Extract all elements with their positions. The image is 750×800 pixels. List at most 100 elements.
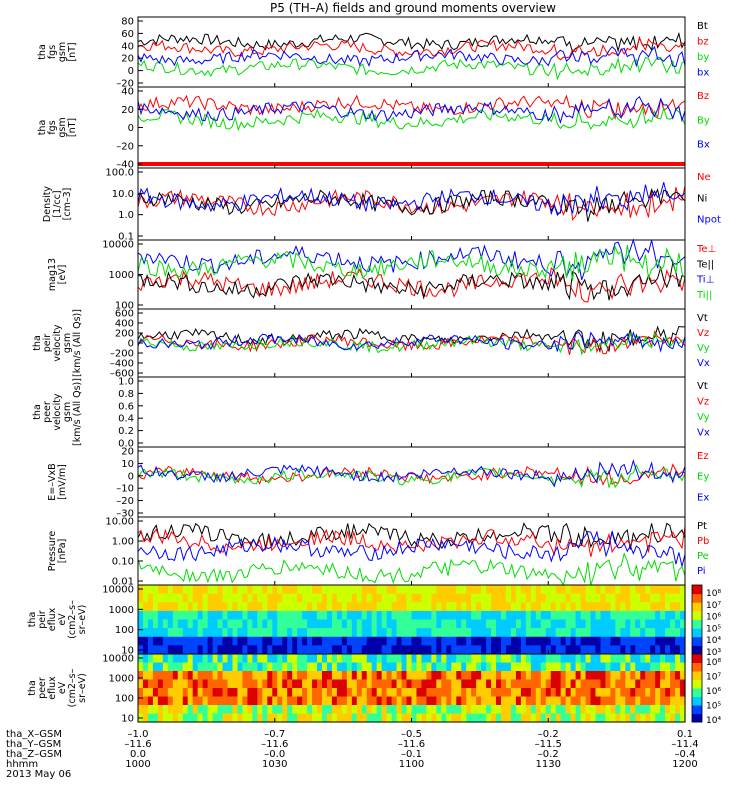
heatmap-cell [580,696,587,706]
heatmap-cell [491,671,497,681]
heatmap-cell [242,619,248,629]
heatmap-cell [257,671,263,681]
heatmap-cell [361,705,368,715]
heatmap-cell [197,610,204,621]
heatmap-cell [277,602,283,612]
orbit-value: –0.2 [538,749,559,760]
series-line-Pb [137,525,686,558]
heatmap-cell [371,645,378,655]
heatmap-cell [162,619,169,629]
heatmap-cell [446,713,452,723]
heatmap-cell [515,654,522,664]
heatmap-cell [560,654,567,664]
heatmap-cell [232,610,239,621]
heatmap-cell [550,593,557,603]
heatmap-cell [505,679,512,689]
y-tick-label: 100 [115,694,134,705]
heatmap-cell [391,628,398,638]
heatmap-cell [232,713,239,723]
heatmap-cell [182,679,189,689]
heatmap-cell [570,679,577,689]
heatmap-cell [640,585,646,595]
heatmap-cell [187,636,194,646]
heatmap-cell [505,705,512,715]
heatmap-cell [317,628,323,638]
heatmap-cell [496,688,502,698]
heatmap-cell [277,705,283,715]
heatmap-cell [142,654,149,664]
heatmap-cell [187,713,194,723]
heatmap-cell [535,671,542,681]
heatmap-cell [510,705,517,715]
legend-Pt: Pt [697,521,707,532]
heatmap-cell [252,636,258,646]
heatmap-cell [476,696,482,706]
heatmap-cell [277,679,283,689]
heatmap-cell [167,645,174,655]
heatmap-cell [237,619,244,629]
heatmap-cell [371,602,378,612]
heatmap-cell [297,636,303,646]
heatmap-cell [351,679,358,689]
heatmap-cell [535,636,542,646]
heatmap-cell [182,705,189,715]
heatmap-cell [182,654,189,664]
heatmap-cell [361,696,368,706]
heatmap-cell [252,705,258,715]
heatmap-cell [515,585,522,595]
heatmap-cell [471,679,477,689]
heatmap-cell [655,713,661,723]
heatmap-cell [555,619,562,629]
heatmap-cell [346,602,353,612]
orbit-value: –0.5 [401,729,422,740]
heatmap-cell [242,671,248,681]
heatmap-cell [197,602,204,612]
heatmap-cell [655,610,661,621]
heatmap-cell [172,654,179,664]
heatmap-cell [147,602,154,612]
heatmap-cell [520,671,527,681]
heatmap-cell [376,671,383,681]
heatmap-cell [560,705,567,715]
heatmap-cell [287,688,293,698]
heatmap-cell [580,636,587,646]
heatmap-cell [575,585,582,595]
heatmap-cell [635,636,641,646]
orbit-value: 0.1 [677,729,693,740]
heatmap-cell [381,713,388,723]
heatmap-cell [351,662,358,672]
heatmap-cell [545,654,552,664]
heatmap-cell [555,610,562,621]
heatmap-cell [142,585,149,595]
heatmap-cell [431,628,437,638]
heatmap-cell [426,654,432,664]
heatmap-cell [625,619,631,629]
heatmap-cell [505,662,512,672]
heatmap-cell [476,602,482,612]
colorbar-segment [692,610,702,620]
orbit-value: 1030 [262,759,287,770]
legend-Ex: Ex [697,492,709,503]
heatmap-cell [376,636,383,646]
heatmap-cell [138,696,144,706]
heatmap-cell [292,602,298,612]
heatmap-cell [675,679,681,689]
heatmap-cell [501,671,507,681]
heatmap-cell [615,679,621,689]
y-tick-label: 0.1 [118,232,134,243]
heatmap-cell [491,688,497,698]
heatmap-cell [660,662,666,672]
heatmap-cell [331,645,338,655]
heatmap-cell [580,713,587,723]
heatmap-cell [138,593,144,603]
heatmap-cell [486,585,492,595]
heatmap-cell [590,636,597,646]
heatmap-cell [297,654,303,664]
heatmap-cell [411,610,418,621]
heatmap-cell [545,636,552,646]
orbit-value: –0.1 [401,749,422,760]
heatmap-cell [491,713,497,723]
heatmap-cell [575,628,582,638]
